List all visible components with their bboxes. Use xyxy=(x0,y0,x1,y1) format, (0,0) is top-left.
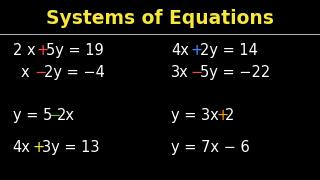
Text: 3y = 13: 3y = 13 xyxy=(42,140,99,155)
Text: 2y = −4: 2y = −4 xyxy=(44,64,105,80)
Text: x: x xyxy=(21,64,29,80)
Text: +: + xyxy=(32,140,44,155)
Text: 2 x: 2 x xyxy=(13,43,36,58)
Text: +: + xyxy=(216,108,228,123)
Text: −: − xyxy=(190,64,203,80)
Text: +: + xyxy=(190,43,203,58)
Text: 3x: 3x xyxy=(171,64,189,80)
Text: 5y = 19: 5y = 19 xyxy=(46,43,104,58)
Text: 2: 2 xyxy=(225,108,234,123)
Text: Systems of Equations: Systems of Equations xyxy=(46,9,274,28)
Text: +: + xyxy=(37,43,49,58)
Text: 4x: 4x xyxy=(171,43,189,58)
Text: 4x: 4x xyxy=(13,140,31,155)
Text: 2y = 14: 2y = 14 xyxy=(200,43,258,58)
Text: y = 3x: y = 3x xyxy=(171,108,219,123)
Text: y = 7x − 6: y = 7x − 6 xyxy=(171,140,250,155)
Text: y = 5: y = 5 xyxy=(13,108,52,123)
Text: −: − xyxy=(48,108,60,123)
Text: −: − xyxy=(35,64,47,80)
Text: 5y = −22: 5y = −22 xyxy=(200,64,270,80)
Text: 2x: 2x xyxy=(57,108,75,123)
